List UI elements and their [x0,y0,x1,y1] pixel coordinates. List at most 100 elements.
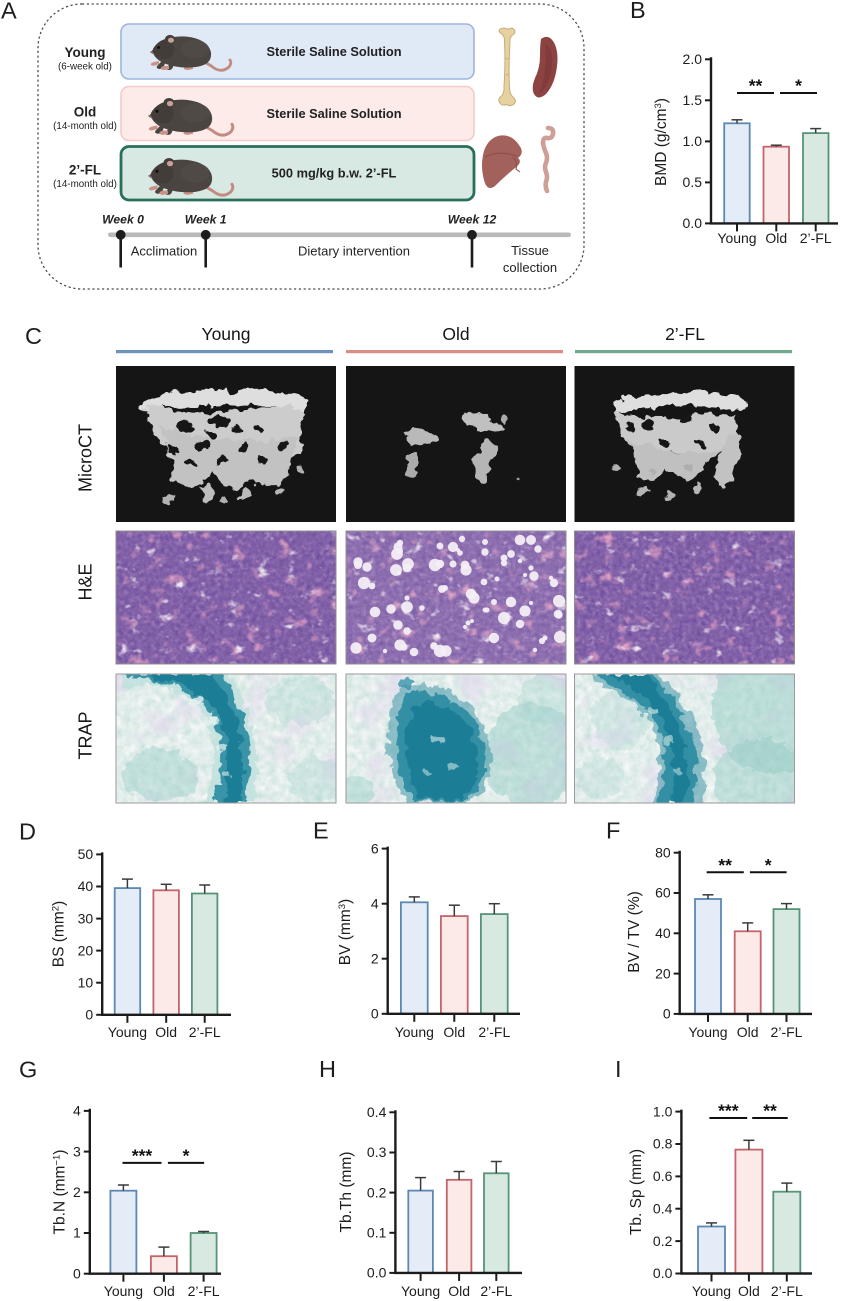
svg-text:MicroCT: MicroCT [76,424,96,492]
svg-text:40: 40 [655,925,671,941]
svg-text:(14-month old): (14-month old) [53,121,117,132]
svg-text:3: 3 [73,1143,81,1159]
svg-text:Old: Old [443,1024,465,1040]
svg-text:40: 40 [78,878,94,894]
svg-text:1.0: 1.0 [653,1103,673,1119]
svg-text:Week 1: Week 1 [185,213,227,227]
svg-text:**: ** [749,76,763,96]
svg-text:2’-FL: 2’-FL [800,230,832,246]
svg-text:2’-FL: 2’-FL [771,1283,803,1299]
svg-text:***: *** [132,1145,153,1165]
svg-text:2’-FL: 2’-FL [69,163,101,178]
svg-text:Young: Young [104,1283,143,1299]
svg-text:Tissue: Tissue [511,243,549,258]
svg-text:A: A [1,0,17,24]
svg-text:(6-week old): (6-week old) [58,62,112,73]
svg-text:H: H [319,1056,336,1082]
svg-text:Young: Young [717,230,756,246]
svg-text:***: *** [718,1101,739,1121]
svg-text:4: 4 [371,895,379,911]
svg-text:Old: Old [74,105,97,120]
svg-text:0.1: 0.1 [367,1225,387,1241]
svg-text:Dietary intervention: Dietary intervention [298,244,410,259]
svg-text:TRAP: TRAP [76,711,96,759]
svg-text:G: G [19,1057,37,1083]
svg-text:2: 2 [371,950,379,966]
svg-text:Young: Young [108,1024,147,1040]
svg-text:6: 6 [371,840,379,856]
svg-text:*: * [765,855,772,875]
svg-text:Sterile Saline Solution: Sterile Saline Solution [266,44,401,59]
svg-text:60: 60 [655,885,671,901]
svg-text:2’-FL: 2’-FL [771,1024,803,1040]
svg-text:F: F [606,818,620,844]
svg-text:*: * [183,1145,190,1165]
svg-text:2’-FL: 2’-FL [478,1024,510,1040]
svg-text:H&E: H&E [76,563,96,600]
svg-text:BS (mm2​): BS (mm2​) [51,901,68,967]
svg-text:0.0: 0.0 [367,1265,387,1281]
svg-text:E: E [313,818,329,844]
svg-text:Week 12: Week 12 [448,213,497,227]
svg-text:1: 1 [73,1225,81,1241]
svg-text:50: 50 [78,846,94,862]
svg-text:2’-FL: 2’-FL [188,1283,220,1299]
svg-text:Old: Old [155,1024,177,1040]
svg-text:Tb. Sp (mm): Tb. Sp (mm) [628,1149,645,1235]
svg-text:2’-FL: 2’-FL [665,324,705,344]
svg-text:BMD (g/cm3​): BMD (g/cm3​) [653,98,670,186]
svg-text:2.0: 2.0 [683,51,703,67]
svg-text:D: D [19,819,36,845]
svg-text:0.4: 0.4 [653,1200,673,1216]
svg-text:2: 2 [73,1184,81,1200]
svg-text:80: 80 [655,844,671,860]
svg-text:Tb.Th (mm): Tb.Th (mm) [338,1152,355,1233]
svg-text:20: 20 [78,942,94,958]
svg-text:0.2: 0.2 [653,1233,673,1249]
svg-text:0.3: 0.3 [367,1144,387,1160]
svg-text:BV / TV (%): BV / TV (%) [626,891,643,973]
svg-text:0.0: 0.0 [653,1265,673,1281]
svg-text:Young: Young [401,1283,440,1299]
svg-text:B: B [630,0,646,23]
svg-text:0.2: 0.2 [367,1184,387,1200]
svg-text:Young: Young [395,1024,434,1040]
svg-text:10: 10 [78,974,94,990]
svg-text:BV (mm3​): BV (mm3​) [337,899,354,965]
svg-text:0: 0 [73,1265,81,1281]
svg-text:Old: Old [442,324,469,344]
svg-text:Young: Young [202,324,251,344]
svg-text:Young: Young [65,45,106,60]
svg-text:Acclimation: Acclimation [131,244,197,259]
svg-text:Old: Old [737,1024,759,1040]
svg-text:Old: Old [448,1283,470,1299]
svg-text:0.8: 0.8 [653,1136,673,1152]
svg-text:4: 4 [73,1103,81,1119]
svg-text:Young: Young [688,1024,727,1040]
svg-text:Old: Old [765,230,787,246]
svg-text:500 mg/kg b.w. 2’-FL: 500 mg/kg b.w. 2’-FL [272,166,397,181]
svg-text:2’-FL: 2’-FL [189,1024,221,1040]
svg-text:**: ** [763,1101,777,1121]
svg-text:*: * [795,76,802,96]
svg-text:collection: collection [503,260,557,275]
svg-text:0.4: 0.4 [367,1104,387,1120]
svg-text:1.0: 1.0 [683,133,703,149]
svg-text:Tb.N (mm−1​): Tb.N (mm−1​) [52,1150,69,1235]
svg-text:Old: Old [153,1283,175,1299]
svg-text:C: C [25,323,42,349]
svg-text:0: 0 [371,1006,379,1022]
svg-text:0.6: 0.6 [653,1168,673,1184]
svg-text:0: 0 [85,1007,93,1023]
svg-text:(14-month old): (14-month old) [53,179,117,190]
svg-text:1.5: 1.5 [683,92,703,108]
svg-text:Young: Young [692,1283,731,1299]
svg-text:**: ** [718,855,732,875]
svg-text:0.5: 0.5 [683,174,703,190]
svg-text:30: 30 [78,910,94,926]
svg-text:0: 0 [663,1006,671,1022]
svg-text:I: I [615,1056,622,1082]
svg-text:2’-FL: 2’-FL [480,1283,512,1299]
svg-text:0.0: 0.0 [683,215,703,231]
svg-text:20: 20 [655,965,671,981]
